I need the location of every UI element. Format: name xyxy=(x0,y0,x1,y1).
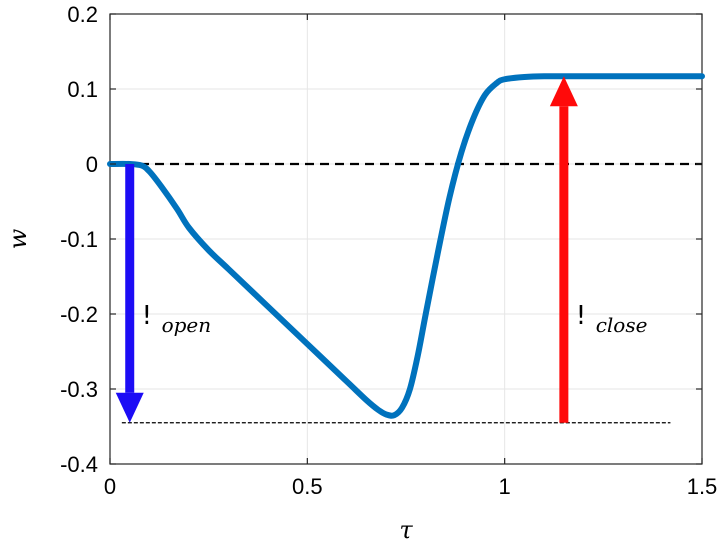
series-line xyxy=(107,73,705,419)
reference-lines xyxy=(110,162,702,424)
y-axis: 0.2 0.1 0 -0.1 -0.2 -0.3 -0.4 xyxy=(60,2,702,477)
arrow-label-mark: ! xyxy=(142,301,152,331)
arrow-label-mark: ! xyxy=(576,301,586,331)
x-axis-label: τ xyxy=(399,516,413,544)
y-tick-label: 0.1 xyxy=(67,77,98,102)
y-tick-label: -0.1 xyxy=(60,227,98,252)
y-axis-label: w xyxy=(4,228,32,249)
x-axis: 0 0.5 1 1.5 xyxy=(104,14,717,499)
series-group xyxy=(107,73,705,419)
x-tick-label: 0.5 xyxy=(292,474,323,499)
y-tick-label: -0.4 xyxy=(60,452,98,477)
arrow-head xyxy=(549,76,578,107)
arrows-group: ! open! close xyxy=(115,76,648,423)
y-tick-label: 0 xyxy=(86,152,98,177)
y-tick-label: 0.2 xyxy=(67,2,98,27)
x-tick-label: 1.5 xyxy=(687,474,718,499)
x-tick-label: 1 xyxy=(499,474,511,499)
arrow-head xyxy=(115,392,144,423)
arrow-label-sub: open xyxy=(162,313,212,337)
x-tick-label: 0 xyxy=(104,474,116,499)
arrow-label-sub: close xyxy=(596,313,648,337)
y-tick-label: -0.2 xyxy=(60,302,98,327)
y-tick-label: -0.3 xyxy=(60,377,98,402)
